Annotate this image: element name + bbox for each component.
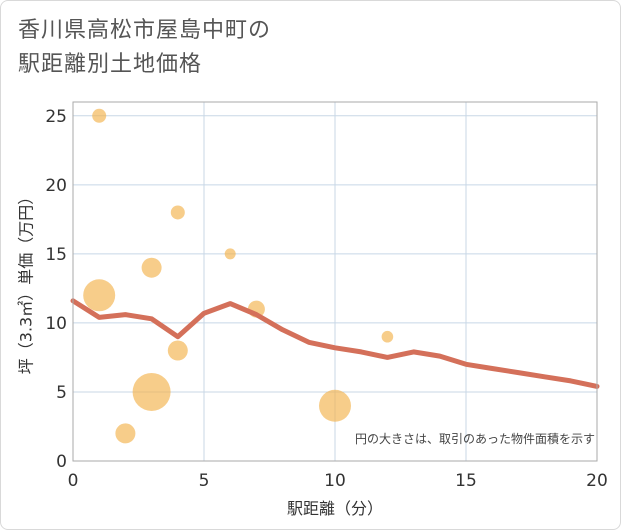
bubble-point: [92, 108, 107, 123]
x-tick-label: 5: [199, 471, 210, 491]
x-tick-label: 0: [68, 471, 79, 491]
bubble-point: [319, 389, 351, 422]
plot-border: [72, 101, 598, 462]
bubble-size-note: 円の大きさは、取引のあった物件面積を示す: [355, 431, 595, 446]
bubble-point: [170, 205, 185, 220]
y-tick-label: 15: [45, 245, 67, 265]
x-tick-label: 10: [324, 471, 346, 491]
y-tick-label: 10: [45, 314, 67, 334]
trend-line: [70, 298, 600, 389]
y-tick-label: 20: [45, 176, 67, 196]
y-tick-label: 5: [56, 383, 67, 403]
bubble-point: [132, 372, 171, 411]
y-axis-label: 坪（3.3㎡）単価（万円）: [17, 189, 36, 374]
bubble-point: [381, 330, 394, 343]
x-axis-label: 駅距離（分）: [287, 499, 383, 518]
bubble-point: [167, 340, 188, 361]
y-tick-label: 0: [56, 452, 67, 472]
bubble-point: [115, 423, 136, 444]
y-tick-label: 25: [45, 107, 67, 127]
chart-title: 香川県高松市屋島中町の 駅距離別土地価格: [18, 14, 271, 82]
bubble-point: [83, 279, 116, 312]
bubble-point: [224, 248, 236, 260]
trend-line-series: [70, 298, 600, 389]
x-tick-label: 15: [455, 471, 477, 491]
bubble-series: [83, 108, 394, 444]
chart-title-line-2: 駅距離別土地価格: [18, 52, 203, 77]
bubble-point: [141, 257, 162, 278]
x-tick-label: 20: [586, 471, 608, 491]
chart-title-line-1: 香川県高松市屋島中町の: [18, 18, 272, 43]
axis-ticks: 0 5 10 15 20 0 5 10 15 20 25: [45, 107, 607, 491]
